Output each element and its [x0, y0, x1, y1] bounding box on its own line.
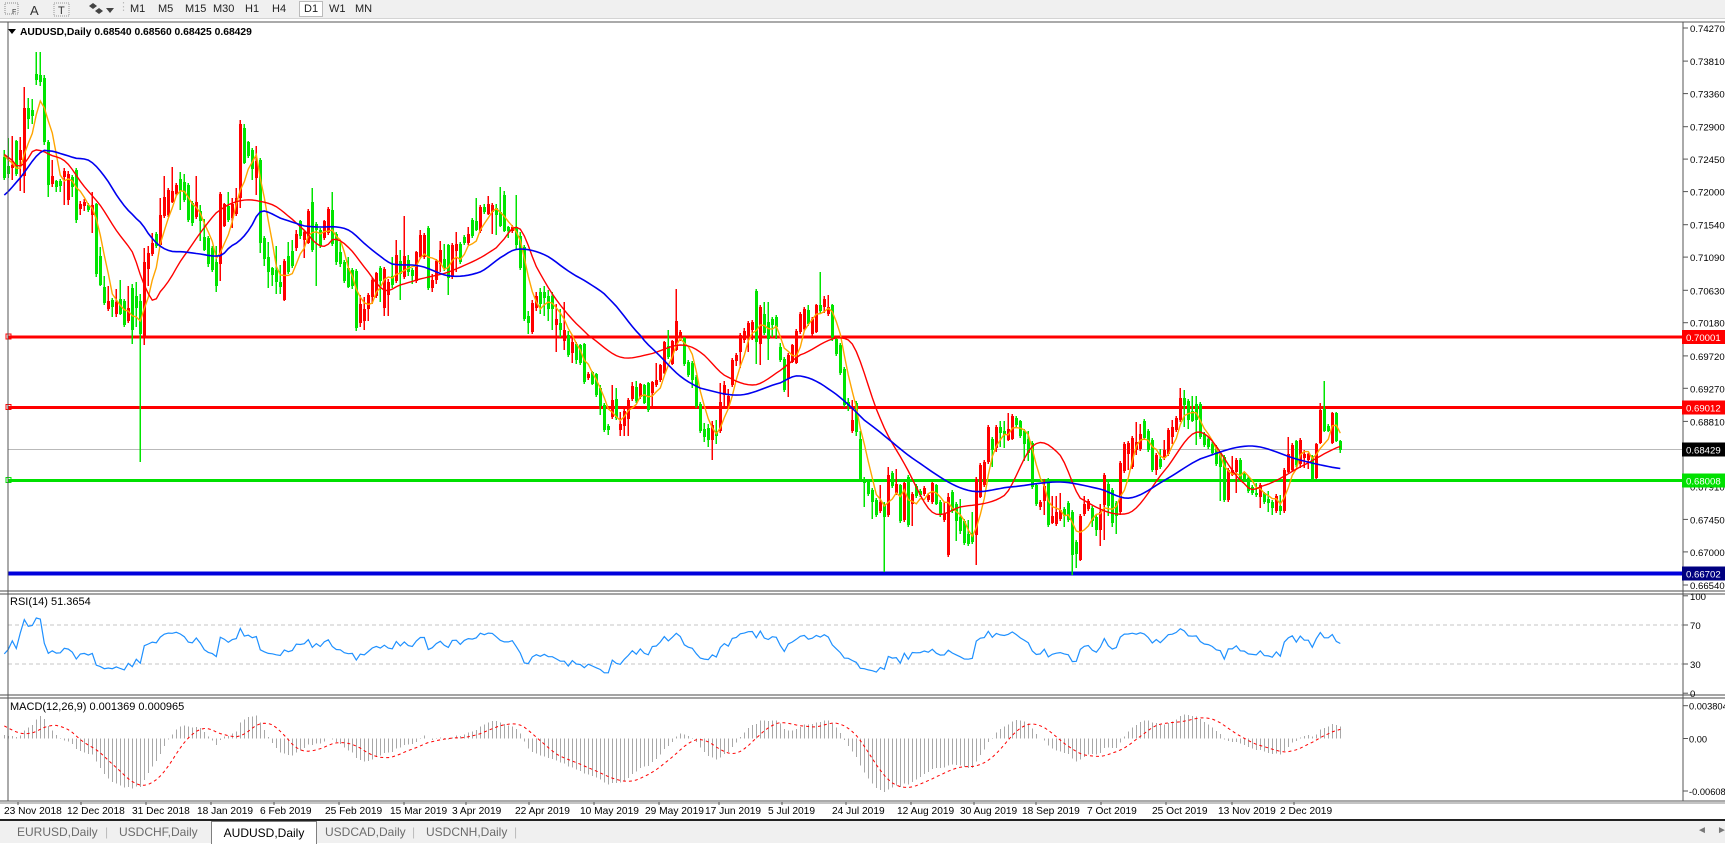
svg-text:0.71540: 0.71540: [1690, 221, 1725, 232]
svg-text:0.68008: 0.68008: [1686, 477, 1721, 488]
svg-text:0.68429: 0.68429: [1686, 446, 1721, 457]
svg-text:0.74270: 0.74270: [1690, 24, 1725, 35]
svg-text:29 May 2019: 29 May 2019: [645, 806, 704, 817]
svg-text:25 Oct 2019: 25 Oct 2019: [1152, 806, 1208, 817]
svg-text:18 Sep 2019: 18 Sep 2019: [1022, 806, 1080, 817]
svg-text:12 Dec 2018: 12 Dec 2018: [67, 806, 125, 817]
svg-text:13 Nov 2019: 13 Nov 2019: [1218, 806, 1276, 817]
svg-text:25 Feb 2019: 25 Feb 2019: [325, 806, 383, 817]
svg-text:30: 30: [1690, 660, 1701, 671]
svg-text:0.69012: 0.69012: [1686, 404, 1721, 415]
svg-text:0.003804: 0.003804: [1689, 702, 1725, 712]
svg-text:6 Feb 2019: 6 Feb 2019: [260, 806, 312, 817]
svg-text:15 Mar 2019: 15 Mar 2019: [390, 806, 448, 817]
svg-text:RSI(14) 51.3654: RSI(14) 51.3654: [10, 596, 91, 608]
svg-text:100: 100: [1690, 592, 1706, 603]
svg-text:5 Jul 2019: 5 Jul 2019: [768, 806, 815, 817]
svg-text:23 Nov 2018: 23 Nov 2018: [4, 806, 62, 817]
svg-text:MACD(12,26,9) 0.001369 0.00096: MACD(12,26,9) 0.001369 0.000965: [10, 701, 184, 713]
svg-text:0.67450: 0.67450: [1690, 515, 1725, 526]
svg-text:30 Aug 2019: 30 Aug 2019: [960, 806, 1018, 817]
svg-text:0: 0: [1690, 689, 1695, 700]
svg-text:7 Oct 2019: 7 Oct 2019: [1087, 806, 1137, 817]
svg-text:0.68810: 0.68810: [1690, 417, 1725, 428]
svg-text:0.67000: 0.67000: [1690, 548, 1725, 559]
svg-text:10 May 2019: 10 May 2019: [580, 806, 639, 817]
svg-text:0.70180: 0.70180: [1690, 319, 1725, 330]
svg-text:0.73360: 0.73360: [1690, 90, 1725, 101]
svg-text:0.71090: 0.71090: [1690, 253, 1725, 264]
svg-text:0.73810: 0.73810: [1690, 57, 1725, 68]
svg-text:0.69720: 0.69720: [1690, 352, 1725, 363]
svg-text:18 Jan 2019: 18 Jan 2019: [197, 806, 253, 817]
svg-text:12 Aug 2019: 12 Aug 2019: [897, 806, 955, 817]
svg-text:0.70001: 0.70001: [1686, 333, 1721, 344]
svg-text:3 Apr 2019: 3 Apr 2019: [452, 806, 502, 817]
svg-text:17 Jun 2019: 17 Jun 2019: [705, 806, 761, 817]
svg-text:22 Apr 2019: 22 Apr 2019: [515, 806, 570, 817]
svg-text:24 Jul 2019: 24 Jul 2019: [832, 806, 885, 817]
svg-text:-0.006087: -0.006087: [1689, 787, 1725, 797]
svg-text:0.69270: 0.69270: [1690, 384, 1725, 395]
svg-text:70: 70: [1690, 621, 1701, 632]
svg-text:0.66702: 0.66702: [1686, 570, 1721, 581]
svg-text:0.00: 0.00: [1689, 735, 1707, 745]
svg-text:0.66540: 0.66540: [1690, 581, 1725, 592]
svg-text:0.72450: 0.72450: [1690, 155, 1725, 166]
svg-text:T: T: [58, 5, 65, 17]
svg-text:0.72900: 0.72900: [1690, 123, 1725, 134]
svg-text:0.72000: 0.72000: [1690, 188, 1725, 199]
svg-text:2 Dec 2019: 2 Dec 2019: [1280, 806, 1332, 817]
svg-text:F: F: [12, 9, 16, 16]
svg-text:31 Dec 2018: 31 Dec 2018: [132, 806, 190, 817]
svg-text:0.70630: 0.70630: [1690, 286, 1725, 297]
svg-text:AUDUSD,Daily 0.68540 0.68560: AUDUSD,Daily 0.68540 0.68560 0.68425 0.6…: [20, 27, 252, 38]
svg-text:0.67910: 0.67910: [1690, 482, 1725, 493]
